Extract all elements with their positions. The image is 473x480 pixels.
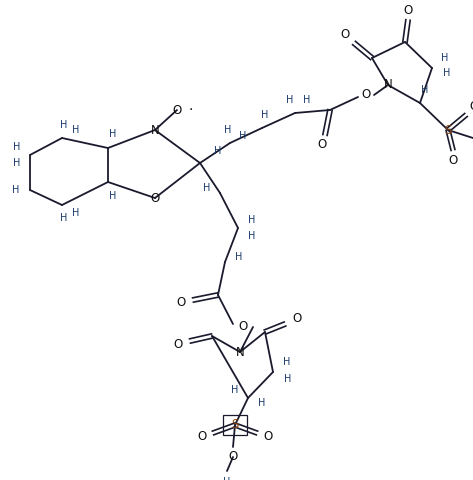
Text: N: N — [150, 123, 159, 136]
Text: H: H — [239, 131, 247, 141]
Text: O: O — [469, 100, 473, 113]
Text: O: O — [172, 104, 182, 117]
Text: O: O — [228, 451, 237, 464]
Text: H: H — [443, 68, 451, 78]
Text: H: H — [231, 385, 239, 395]
Text: O: O — [341, 27, 350, 40]
Text: H: H — [109, 129, 117, 139]
Text: O: O — [197, 431, 207, 444]
Text: N: N — [236, 346, 245, 359]
Text: H: H — [203, 183, 210, 193]
Text: O: O — [176, 297, 185, 310]
Text: O: O — [150, 192, 159, 204]
Text: H: H — [13, 158, 21, 168]
Text: H: H — [283, 357, 291, 367]
Text: H: H — [286, 95, 294, 105]
Text: O: O — [448, 154, 457, 167]
Text: O: O — [361, 88, 371, 101]
Text: H: H — [248, 215, 256, 225]
Text: H: H — [13, 142, 21, 152]
Text: N: N — [384, 79, 393, 92]
Text: O: O — [292, 312, 302, 325]
Text: H: H — [61, 120, 68, 130]
Text: S: S — [231, 419, 239, 432]
Text: H: H — [235, 252, 243, 262]
Text: H: H — [72, 208, 79, 218]
Text: ·: · — [189, 103, 193, 117]
Text: H: H — [223, 477, 231, 480]
Text: O: O — [238, 321, 248, 334]
Text: H: H — [109, 191, 117, 201]
Text: H: H — [258, 398, 266, 408]
Text: H: H — [72, 125, 79, 135]
Text: O: O — [263, 431, 272, 444]
Text: O: O — [317, 139, 327, 152]
Text: H: H — [421, 85, 429, 95]
Text: S: S — [444, 123, 452, 136]
Text: H: H — [214, 146, 222, 156]
Text: O: O — [174, 337, 183, 350]
Text: H: H — [12, 185, 20, 195]
Text: H: H — [248, 231, 256, 241]
Text: H: H — [303, 95, 311, 105]
Text: H: H — [261, 110, 269, 120]
Text: H: H — [441, 53, 449, 63]
Text: H: H — [224, 125, 232, 135]
Text: H: H — [61, 213, 68, 223]
Text: O: O — [403, 3, 412, 16]
Text: H: H — [284, 374, 292, 384]
